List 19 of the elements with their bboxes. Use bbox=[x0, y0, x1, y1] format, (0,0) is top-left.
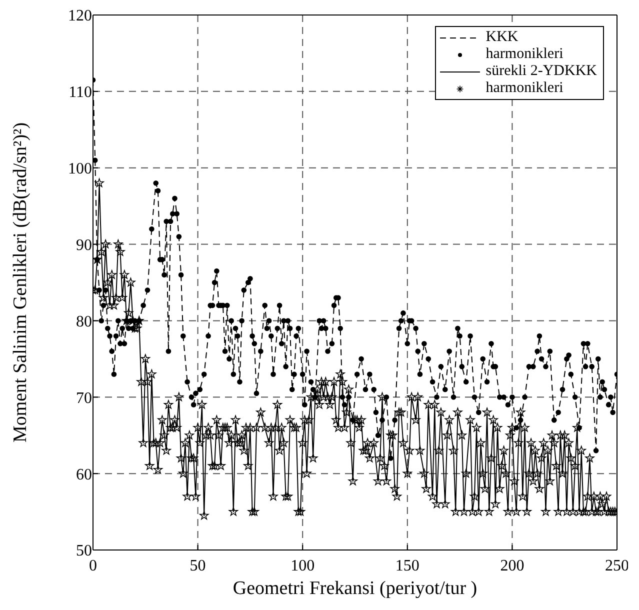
y-axis-title: Moment Salinim Genlikleri (dB(rad/sn²)²) bbox=[10, 122, 31, 443]
x-tick-label: 100 bbox=[290, 557, 315, 574]
x-axis-title: Geometri Frekansi (periyot/tur ) bbox=[232, 578, 478, 599]
y-tick-label: 80 bbox=[76, 313, 92, 330]
y-tick-label: 50 bbox=[76, 542, 92, 560]
x-tick-label: 50 bbox=[190, 557, 206, 574]
y-tick-label: 60 bbox=[76, 466, 92, 484]
x-tick-label: 0 bbox=[89, 557, 97, 574]
y-tick-label: 100 bbox=[68, 160, 92, 178]
legend-label: sürekli 2-YDKKK bbox=[486, 63, 597, 80]
y-tick-label: 120 bbox=[68, 8, 92, 25]
legend-label: KKK bbox=[486, 29, 518, 46]
x-tick-label: 150 bbox=[395, 557, 420, 574]
legend-label: harmonikleri bbox=[486, 80, 564, 97]
x-tick-label: 200 bbox=[500, 557, 524, 574]
y-tick-label: 70 bbox=[76, 390, 92, 407]
y-tick-label: 90 bbox=[76, 236, 92, 254]
legend-label: harmonikleri bbox=[486, 46, 564, 63]
y-tick-label: 110 bbox=[68, 84, 92, 102]
